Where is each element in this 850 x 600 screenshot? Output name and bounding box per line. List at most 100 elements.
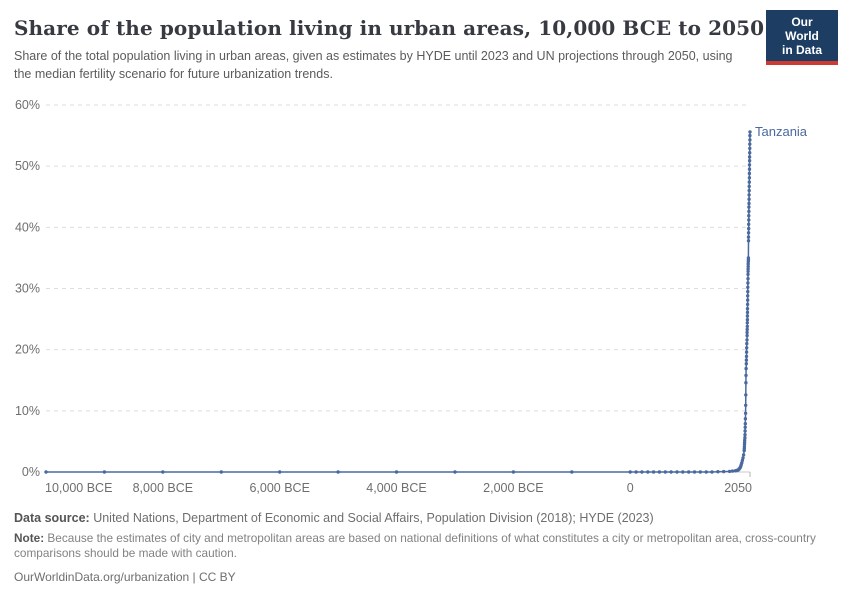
data-point: [663, 470, 667, 474]
data-point: [336, 470, 340, 474]
data-point: [744, 358, 749, 362]
data-point: [747, 171, 752, 176]
data-point: [669, 470, 673, 474]
data-source-label: Data source:: [14, 511, 90, 525]
x-axis-tick-label: 2050: [724, 481, 752, 495]
data-point: [743, 417, 748, 421]
data-point: [747, 167, 752, 171]
data-point: [748, 142, 752, 146]
data-point: [745, 330, 749, 335]
data-point: [44, 470, 48, 474]
data-point: [746, 262, 750, 266]
data-source-line: Data source: United Nations, Department …: [14, 511, 836, 525]
data-point: [102, 470, 107, 474]
tanzania-line: [46, 131, 751, 473]
chart-subtitle: Share of the total population living in …: [14, 49, 733, 81]
data-point: [748, 130, 752, 134]
data-point: [704, 470, 708, 474]
chart-canvas: 0% 10% 20% 30% 40% 50% 60% 10,000 BCE 8,000 BCE 6…: [15, 98, 808, 495]
data-point: [741, 453, 746, 457]
data-point: [747, 184, 751, 189]
data-point: [161, 470, 165, 474]
note-label: Note:: [14, 531, 45, 545]
data-point: [744, 362, 748, 366]
data-point: [747, 214, 751, 218]
data-point: [698, 470, 702, 474]
data-point: [657, 470, 662, 474]
data-point: [741, 456, 745, 460]
chart-area: 0% 10% 20% 30% 40% 50% 60% 10,000 BCE 8,000 BCE 6…: [0, 93, 850, 503]
data-point: [646, 470, 650, 474]
x-axis-tick-label: 10,000 BCE: [45, 481, 112, 495]
data-point: [746, 264, 750, 269]
y-axis-tick-label: 0%: [22, 465, 40, 479]
y-axis-tick-label: 30%: [15, 282, 40, 296]
chart-footer: Data source: United Nations, Department …: [0, 503, 850, 584]
data-point: [744, 403, 748, 407]
data-point: [748, 133, 752, 138]
data-point: [722, 469, 726, 474]
data-point: [747, 205, 751, 209]
data-point: [727, 469, 732, 474]
data-point: [747, 163, 752, 167]
y-axis-tick-label: 60%: [15, 98, 40, 112]
data-point: [747, 201, 751, 206]
chart-header: Share of the population living in urban …: [0, 0, 850, 83]
data-point: [745, 302, 750, 307]
data-point: [219, 470, 223, 474]
data-point: [747, 180, 751, 184]
data-point: [745, 310, 750, 315]
data-point: [628, 470, 632, 474]
data-point: [744, 350, 749, 354]
data-point: [746, 235, 751, 239]
data-point: [278, 470, 282, 474]
data-point: [746, 272, 750, 277]
data-point: [747, 188, 751, 193]
tanzania-points: [44, 130, 752, 474]
data-point: [710, 470, 714, 474]
chart-title: Share of the population living in urban …: [14, 16, 765, 40]
data-point: [745, 333, 749, 338]
x-axis-tick-label: 6,000 BCE: [249, 481, 309, 495]
data-point: [747, 176, 752, 180]
data-point: [748, 151, 752, 155]
data-point: [746, 267, 750, 271]
data-point: [745, 341, 749, 346]
data-point: [651, 470, 656, 474]
data-point: [745, 321, 749, 325]
data-point: [743, 429, 747, 433]
data-point: [746, 298, 750, 302]
data-point: [744, 366, 748, 371]
data-point: [745, 324, 749, 329]
data-point: [744, 393, 748, 397]
note-text: Because the estimates of city and metrop…: [14, 531, 816, 560]
data-point: [743, 438, 747, 442]
data-point: [742, 440, 747, 445]
data-point: [681, 470, 685, 474]
data-point: [744, 381, 748, 385]
data-point: [747, 155, 752, 159]
data-point: [746, 281, 750, 285]
data-point: [745, 318, 750, 322]
data-point: [716, 470, 720, 474]
data-point: [746, 239, 751, 243]
data-point: [730, 469, 735, 473]
data-point: [745, 314, 750, 318]
data-point: [746, 277, 750, 281]
x-axis-tick-label: 8,000 BCE: [133, 481, 193, 495]
y-axis-tick-label: 50%: [15, 159, 40, 173]
data-point: [745, 307, 750, 311]
y-axis-tick-label: 20%: [15, 343, 40, 357]
data-point: [746, 269, 750, 274]
data-point: [640, 470, 644, 474]
data-point: [744, 354, 749, 359]
data-point: [453, 470, 457, 474]
data-point: [742, 445, 747, 449]
data-point: [746, 289, 750, 294]
data-point: [747, 209, 751, 214]
data-point: [748, 138, 752, 142]
series-label-tanzania: Tanzania: [755, 124, 808, 139]
data-point: [746, 294, 750, 298]
data-point: [747, 197, 751, 201]
data-point: [745, 338, 749, 342]
